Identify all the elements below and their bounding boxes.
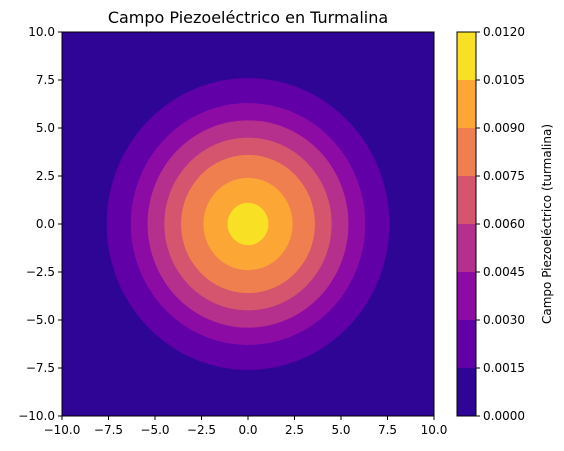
x-axis: −10.0 −7.5 −5.0 −2.5 0.0 2.5 5.0 7.5 10.0	[44, 416, 448, 437]
colorbar-tick-label: 0.0075	[483, 169, 525, 183]
y-tick-label: −7.5	[26, 361, 55, 375]
colorbar-tick-label: 0.0060	[483, 217, 525, 231]
colorbar-tick-label: 0.0120	[483, 25, 525, 39]
y-tick-label: −10.0	[18, 409, 55, 423]
colorbar-label: Campo Piezoeléctrico (turmalina)	[540, 124, 554, 324]
x-tick-label: −2.5	[187, 423, 216, 437]
contour-band-7	[227, 202, 269, 246]
x-tick-label: 5.0	[331, 423, 350, 437]
colorbar-swatch-7	[457, 32, 476, 80]
x-tick-label: 10.0	[421, 423, 448, 437]
colorbar-tick-label: 0.0090	[483, 121, 525, 135]
colorbar-swatch-5	[457, 128, 476, 176]
x-tick-label: −5.0	[140, 423, 169, 437]
colorbar-tick-label: 0.0045	[483, 265, 525, 279]
colorbar-tick-label: 0.0015	[483, 361, 525, 375]
colorbar-tick-label: 0.0105	[483, 73, 525, 87]
colorbar-swatch-2	[457, 272, 476, 320]
x-tick-label: −7.5	[94, 423, 123, 437]
plot-area	[61, 31, 435, 417]
chart-title: Campo Piezoeléctrico en Turmalina	[108, 8, 388, 27]
colorbar-tick-label: 0.0000	[483, 409, 525, 423]
y-axis: −10.0 −7.5 −5.0 −2.5 0.0 2.5 5.0 7.5 10.0	[18, 25, 62, 423]
x-tick-label: 7.5	[378, 423, 397, 437]
y-tick-label: 5.0	[36, 121, 55, 135]
colorbar: 0.0000 0.0015 0.0030 0.0045 0.0060 0.0075 0.00…	[456, 25, 525, 423]
colorbar-swatch-1	[457, 320, 476, 368]
x-tick-label: 2.5	[285, 423, 304, 437]
y-tick-label: −5.0	[26, 313, 55, 327]
colorbar-tick-label: 0.0030	[483, 313, 525, 327]
colorbar-swatch-4	[457, 176, 476, 224]
x-tick-label: 0.0	[238, 423, 257, 437]
y-tick-label: −2.5	[26, 265, 55, 279]
y-tick-label: 10.0	[28, 25, 55, 39]
colorbar-swatch-6	[457, 80, 476, 128]
y-tick-label: 0.0	[36, 217, 55, 231]
colorbar-swatch-0	[457, 368, 476, 416]
y-tick-label: 2.5	[36, 169, 55, 183]
y-tick-label: 7.5	[36, 73, 55, 87]
x-tick-label: −10.0	[44, 423, 81, 437]
colorbar-swatch-3	[457, 224, 476, 272]
